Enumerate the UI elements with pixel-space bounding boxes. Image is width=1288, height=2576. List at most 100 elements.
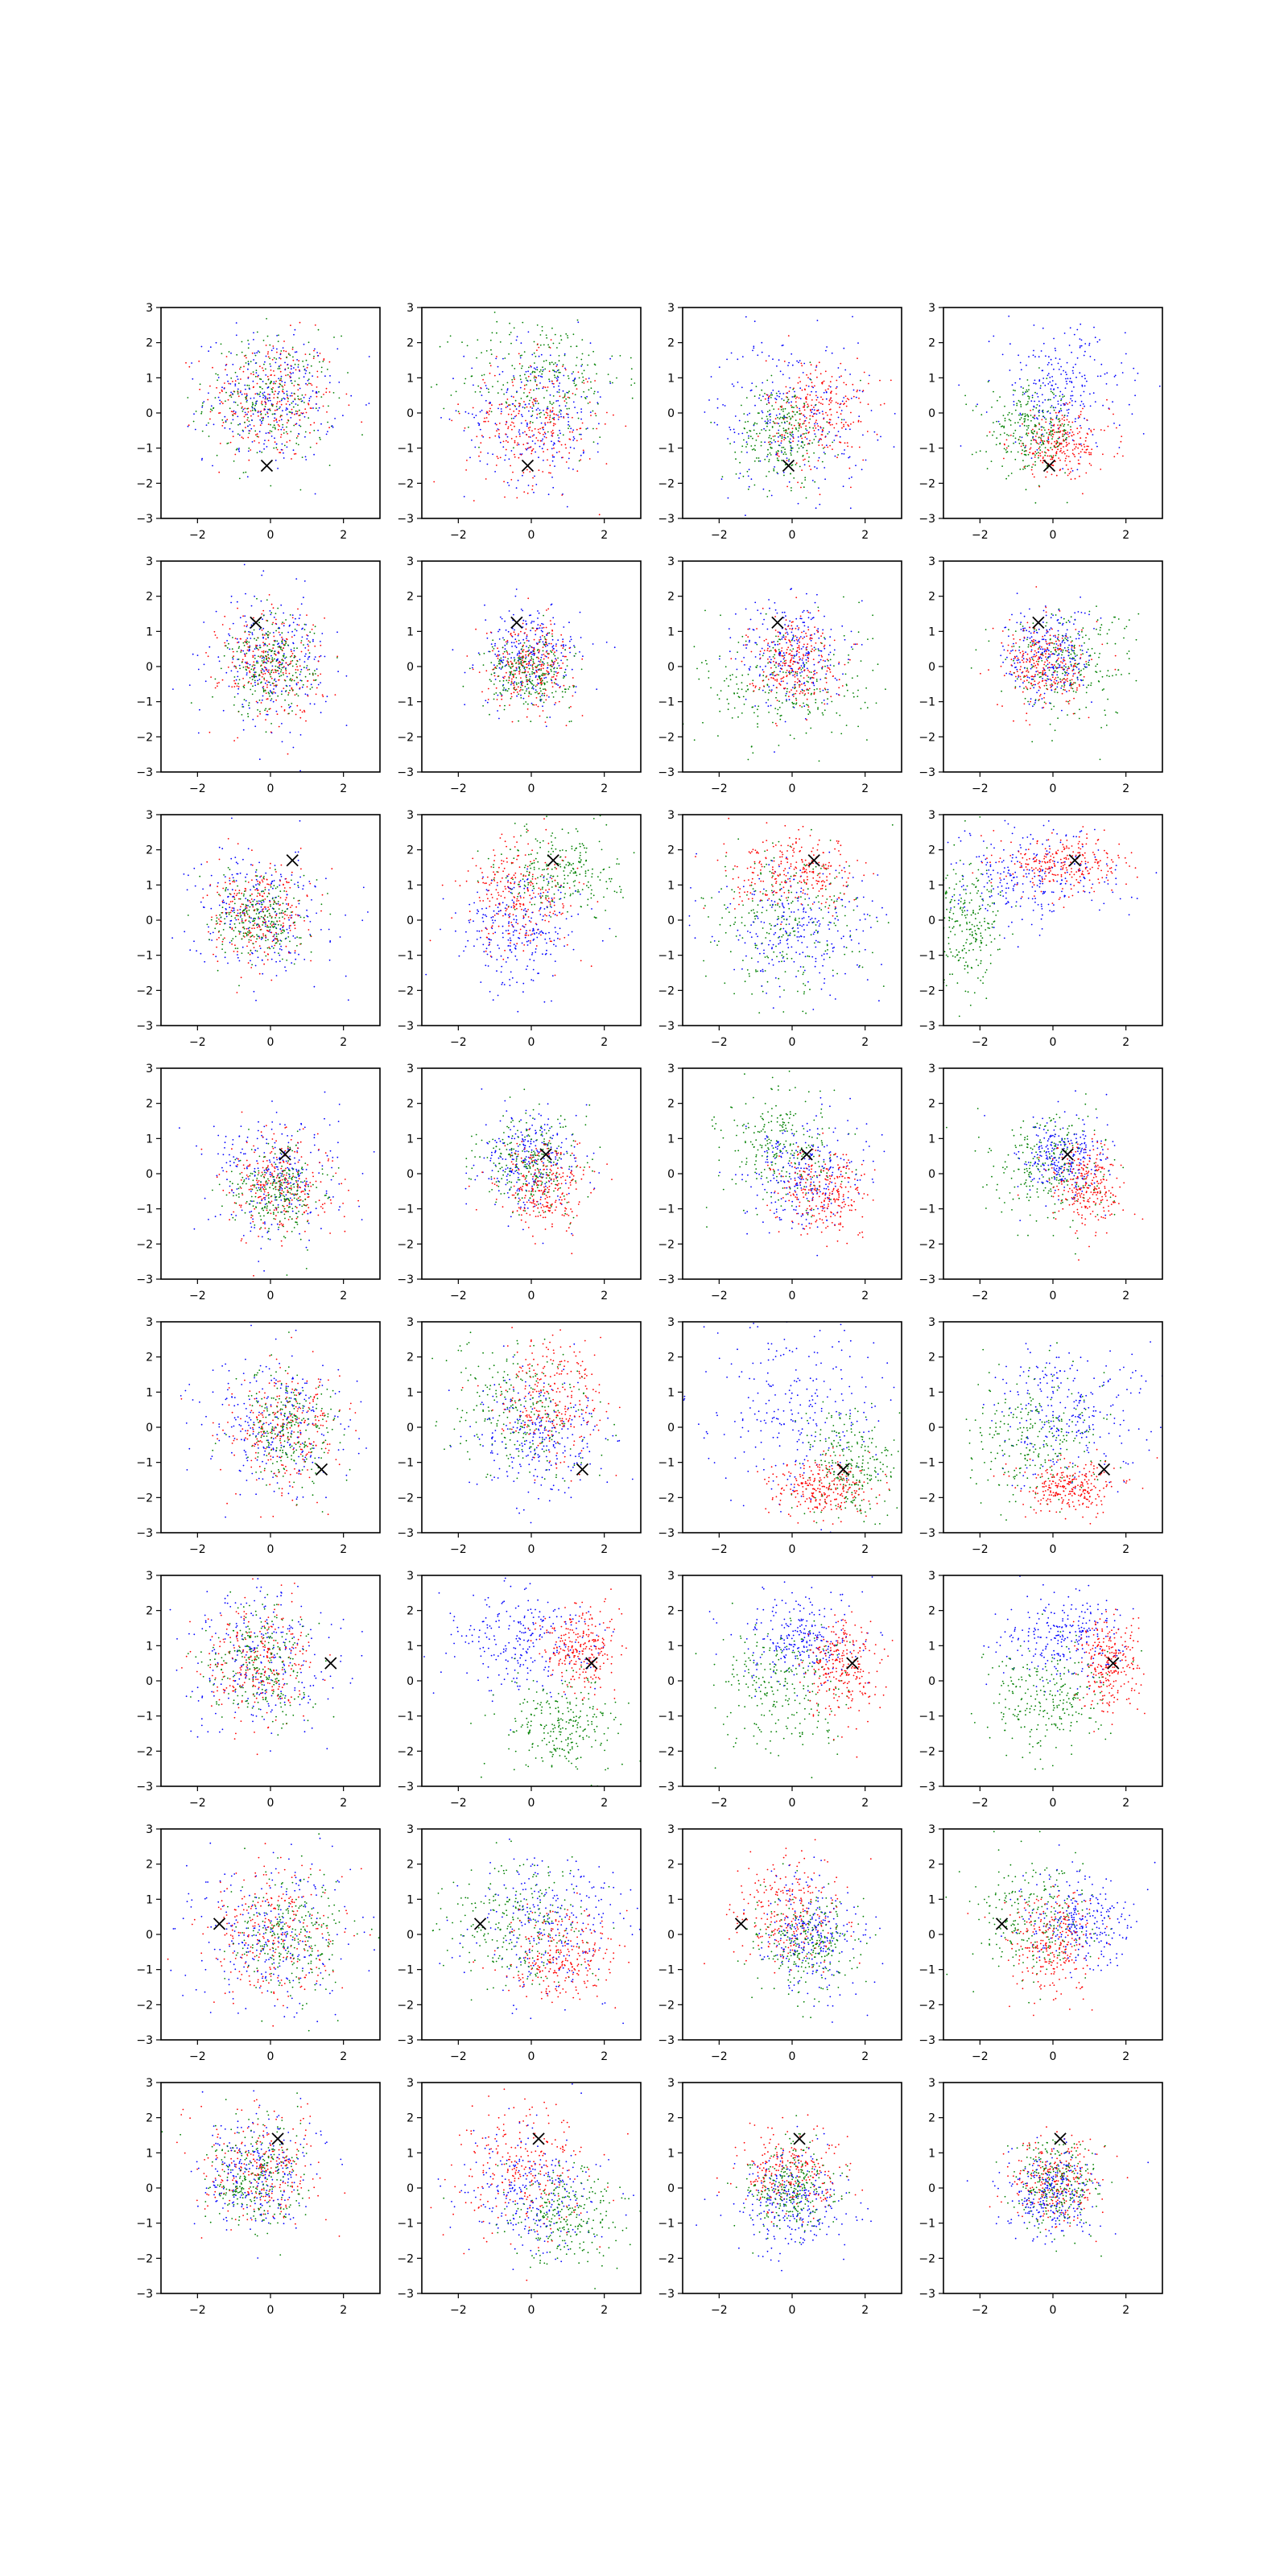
data-point [553, 417, 555, 419]
data-point [1090, 429, 1092, 431]
data-point [1052, 407, 1055, 408]
data-point [280, 706, 283, 708]
data-point [549, 620, 551, 621]
data-point [749, 430, 751, 431]
data-point [1064, 460, 1067, 462]
data-point [590, 381, 592, 383]
data-point [1055, 454, 1057, 456]
data-point [564, 369, 567, 371]
data-point [507, 663, 510, 666]
data-point [1057, 448, 1059, 451]
data-point [778, 432, 779, 434]
data-point [526, 422, 528, 424]
data-point [250, 605, 253, 607]
data-point [497, 710, 498, 712]
data-point [508, 665, 510, 667]
data-point [1122, 455, 1124, 457]
data-point [314, 348, 316, 350]
data-point [209, 385, 211, 387]
data-point [293, 392, 295, 394]
data-point [254, 638, 255, 640]
data-point [708, 677, 710, 679]
data-point [556, 347, 558, 349]
data-point [262, 637, 264, 639]
data-point [308, 378, 310, 380]
data-point [297, 398, 299, 400]
data-point [821, 667, 824, 670]
data-point [1030, 440, 1032, 442]
data-point [806, 704, 807, 706]
data-point [524, 671, 526, 672]
data-point [1046, 432, 1048, 434]
data-point [1048, 455, 1051, 457]
data-point [543, 369, 544, 371]
data-point [1038, 446, 1041, 448]
data-point [253, 661, 255, 663]
data-point [747, 488, 749, 490]
data-point [597, 391, 599, 393]
data-point [342, 415, 344, 417]
data-point [229, 441, 232, 444]
data-point [1046, 364, 1049, 365]
data-point [217, 379, 218, 382]
data-point [766, 456, 768, 457]
data-point [304, 693, 307, 696]
data-point [172, 688, 174, 690]
data-point [511, 428, 513, 431]
data-point [268, 594, 270, 596]
data-point [993, 390, 994, 393]
data-point [545, 725, 547, 728]
data-point [230, 352, 232, 354]
data-point [1070, 478, 1072, 481]
x-tick-label: 0 [267, 782, 275, 795]
data-point [858, 397, 860, 399]
y-tick-label: 0 [407, 661, 414, 674]
data-point [292, 689, 294, 691]
data-point [246, 394, 248, 397]
data-point [291, 365, 292, 367]
data-point [564, 671, 566, 674]
data-point [291, 630, 293, 633]
data-point [556, 375, 559, 378]
data-point [526, 442, 528, 444]
data-point [598, 514, 601, 516]
data-point [506, 398, 509, 400]
data-point [843, 596, 844, 598]
data-point [486, 701, 489, 704]
data-point [761, 410, 763, 412]
data-point [1026, 465, 1029, 468]
series-red [185, 321, 363, 473]
data-point [1046, 378, 1048, 379]
data-point [314, 324, 316, 326]
data-point [558, 369, 559, 371]
data-point [768, 441, 770, 444]
data-point [604, 423, 606, 425]
data-point [753, 345, 755, 348]
data-point [274, 658, 275, 660]
data-point [531, 654, 533, 655]
data-point [535, 355, 537, 357]
data-point [1067, 474, 1069, 477]
data-point [748, 469, 750, 471]
data-point [577, 417, 580, 419]
data-point [286, 413, 288, 415]
data-point [289, 685, 291, 687]
data-point [249, 670, 250, 672]
data-point [254, 375, 257, 378]
data-point [558, 355, 560, 357]
data-point [256, 352, 258, 354]
data-point [223, 387, 225, 390]
data-point [490, 411, 493, 413]
data-point [322, 361, 324, 362]
data-point [553, 663, 555, 665]
data-point [284, 657, 286, 659]
data-point [580, 365, 583, 367]
data-point [1080, 400, 1083, 402]
data-point [495, 667, 497, 669]
data-point [299, 425, 302, 427]
data-point [553, 374, 555, 377]
data-point [1042, 378, 1045, 379]
data-point [1091, 448, 1093, 450]
data-point [249, 423, 251, 426]
data-point [741, 404, 742, 407]
